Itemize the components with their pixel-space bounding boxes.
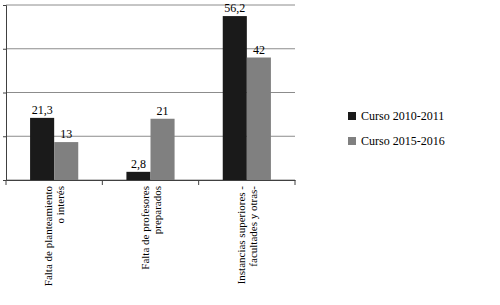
- bar: [30, 118, 54, 180]
- bar-series: [30, 16, 247, 180]
- grid: [6, 5, 295, 180]
- legend-label: Curso 2010-2011: [361, 109, 444, 123]
- legend: Curso 2010-2011 Curso 2015-2016: [348, 109, 445, 148]
- x-category-separator: [198, 180, 199, 185]
- chart-container: Falta de planteamientoo interésFalta de …: [0, 0, 500, 305]
- data-label: 56,2: [224, 1, 245, 15]
- x-category-separator: [295, 180, 296, 185]
- y-tick: [3, 136, 6, 137]
- x-tick: Falta de planteamientoo interés: [42, 186, 66, 287]
- bar: [247, 58, 271, 181]
- x-category-separator: [102, 180, 103, 185]
- bar: [151, 119, 175, 180]
- bar-series: [54, 58, 271, 181]
- x-tick-label-line: o interés: [54, 186, 66, 224]
- y-tick-mark: [3, 136, 6, 137]
- y-tick-mark: [3, 93, 6, 94]
- bar: [126, 172, 150, 180]
- x-tick-label-line: Instancias superiores -: [235, 186, 247, 285]
- data-label: 42: [253, 43, 265, 57]
- x-axis-line: [7, 180, 296, 181]
- legend-label: Curso 2015-2016: [361, 134, 445, 148]
- x-tick-label: Falta de profesorespreparados: [139, 186, 163, 270]
- y-axis-line: [3, 6, 7, 181]
- x-tick-label-line: Falta de profesores: [139, 186, 151, 270]
- x-tick: Falta de profesorespreparados: [139, 186, 163, 270]
- plot: Falta de planteamientoo interésFalta de …: [3, 1, 296, 286]
- x-tick: Instancias superiores -facultades y otra…: [235, 186, 259, 285]
- legend-swatch: [348, 137, 356, 145]
- y-tick-mark: [3, 49, 6, 50]
- legend-swatch: [348, 112, 356, 120]
- x-tick-label-line: Falta de planteamiento: [42, 186, 54, 287]
- data-label: 21: [157, 104, 169, 118]
- bar: [223, 16, 247, 180]
- bar: [54, 142, 78, 180]
- data-label: 21,3: [32, 103, 53, 117]
- y-axis: [3, 6, 7, 181]
- legend-item: Curso 2015-2016: [348, 134, 445, 148]
- grid-line: [6, 5, 295, 6]
- bars: [30, 16, 271, 180]
- data-label: 13: [60, 127, 72, 141]
- x-tick-label: Falta de planteamientoo interés: [42, 186, 66, 287]
- x-tick-label-line: preparados: [151, 186, 163, 234]
- y-tick: [3, 5, 6, 6]
- y-tick: [3, 49, 6, 50]
- x-tick-label: Instancias superiores -facultades y otra…: [235, 186, 259, 285]
- chart-svg: Falta de planteamientoo interésFalta de …: [0, 0, 500, 305]
- data-label: 2,8: [131, 157, 146, 171]
- x-category-separator: [6, 180, 7, 185]
- y-tick: [3, 93, 6, 94]
- grid-line: [6, 48, 295, 49]
- data-labels: 21,3 2,8 56,2 13 21 42: [32, 1, 265, 171]
- y-tick-mark: [3, 5, 6, 6]
- x-tick-label-line: facultades y otras-: [247, 186, 259, 267]
- legend-item: Curso 2010-2011: [348, 109, 444, 123]
- x-axis: Falta de planteamientoo interésFalta de …: [6, 180, 296, 286]
